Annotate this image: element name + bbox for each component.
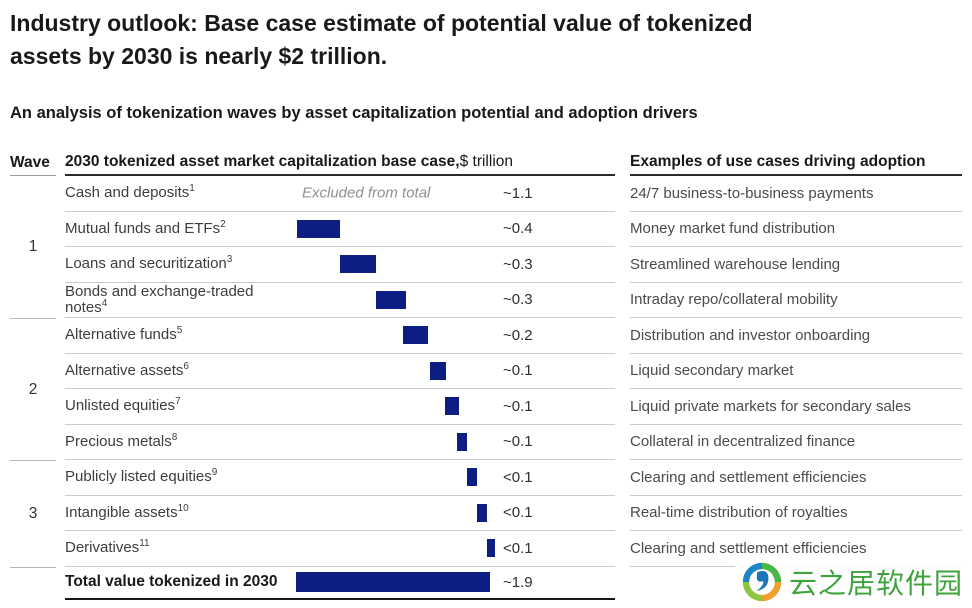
watermark-globe-logo-icon [740,560,784,604]
asset-label: Precious metals8 [65,431,178,450]
asset-row: Alternative assets6 ~0.1 [65,354,615,389]
value-label: ~0.1 [503,362,533,380]
value-label: ~0.2 [503,326,533,344]
page-title: Industry outlook: Base case estimate of … [10,10,753,70]
value-label: ~0.3 [503,255,533,273]
asset-label: Unlisted equities7 [65,396,181,415]
main-column: 2030 tokenized asset market capitalizati… [65,150,615,600]
asset-row: Cash and deposits1 Excluded from total ~1.… [65,176,615,212]
wave-group-1: 1 [28,238,38,255]
total-value-label: ~1.9 [503,573,533,591]
asset-label: Publicly listed equities9 [65,467,218,486]
main-column-header: 2030 tokenized asset market capitalizati… [65,150,615,176]
bar-track [296,247,501,282]
asset-label: Alternative assets6 [65,360,189,379]
use-case-row: Liquid private markets for secondary sal… [630,389,962,425]
asset-rows: Cash and deposits1 Excluded from total ~1.… [65,176,615,567]
bar-track: Excluded from total [296,176,501,211]
use-case-row: Collateral in decentralized finance [630,425,962,460]
use-case-row: Distribution and investor onboarding [630,318,962,354]
asset-label: Derivatives11 [65,538,150,557]
value-bar [477,503,487,522]
value-label: <0.1 [503,504,533,522]
value-bar [340,255,376,274]
asset-row: Bonds and exchange-traded notes4 ~0.3 [65,282,615,318]
value-bar [430,361,446,380]
asset-label: Alternative funds5 [65,325,183,344]
use-case-row: Clearing and settlement efficiencies [630,460,962,496]
value-bar [403,326,428,345]
asset-row: Precious metals8 ~0.1 [65,425,615,460]
asset-label: Bonds and exchange-traded notes4 [65,282,254,316]
value-label: ~0.1 [503,433,533,451]
bar-track [296,318,501,353]
bar-track [296,460,501,495]
use-cases-column: Examples of use cases driving adoption 2… [630,150,962,567]
bar-track [296,389,501,424]
value-label: <0.1 [503,468,533,486]
use-case-row: 24/7 business-to-business payments [630,176,962,212]
value-bar [487,539,495,558]
use-case-row: Real-time distribution of royalties [630,496,962,531]
use-cases-header: Examples of use cases driving adoption [630,150,962,176]
watermark-text: 云之居软件园 [788,568,963,599]
bar-track [296,425,501,460]
wave-group-3: 3 [10,460,56,567]
wave-group-2: 2 [10,318,56,460]
total-bar-track [296,567,501,598]
page-subtitle: An analysis of tokenization waves by ass… [10,104,698,122]
asset-label: Mutual funds and ETFs2 [65,218,226,237]
value-label: ~0.3 [503,291,533,309]
total-value-bar [296,572,490,592]
main-header-unit: $ trillion [459,153,514,170]
bar-track [296,496,501,531]
asset-row: Intangible assets10 <0.1 [65,496,615,531]
asset-row: Unlisted equities7 ~0.1 [65,389,615,425]
value-bar [467,468,477,487]
bar-track [296,354,501,389]
asset-row: Loans and securitization3 ~0.3 [65,247,615,283]
value-bar [297,219,340,238]
asset-row: Publicly listed equities9 <0.1 [65,460,615,496]
watermark: 云之居软件园 [734,558,968,606]
value-label: <0.1 [503,539,533,557]
total-label: Total value tokenized in 2030 [65,573,278,590]
use-case-row: Liquid secondary market [630,354,962,389]
wave-column-header: Wave [10,150,56,176]
value-bar [376,290,406,309]
main-header-bold: 2030 tokenized asset market capitalizati… [65,153,460,170]
asset-row: Alternative funds5 ~0.2 [65,318,615,354]
use-case-row: Intraday repo/collateral mobility [630,283,962,318]
bar-track [296,531,501,566]
asset-row: Derivatives11 <0.1 [65,531,615,567]
excluded-note: Excluded from total [302,184,431,202]
asset-label: Intangible assets10 [65,502,189,521]
use-case-rows: 24/7 business-to-business payments Money … [630,176,962,567]
value-bar [445,397,459,416]
use-case-row: Money market fund distribution [630,212,962,247]
asset-row: Mutual funds and ETFs2 ~0.4 [65,212,615,247]
value-label: ~0.1 [503,397,533,415]
value-bar [457,432,467,451]
use-case-row: Streamlined warehouse lending [630,247,962,283]
asset-label: Cash and deposits1 [65,183,195,202]
bar-track [296,283,501,318]
value-label: ~1.1 [503,184,533,202]
value-label: ~0.4 [503,220,533,238]
wave-total-spacer [10,566,56,600]
total-row: Total value tokenized in 2030 ~1.9 [65,567,615,600]
bar-track [296,212,501,247]
asset-label: Loans and securitization3 [65,254,233,273]
